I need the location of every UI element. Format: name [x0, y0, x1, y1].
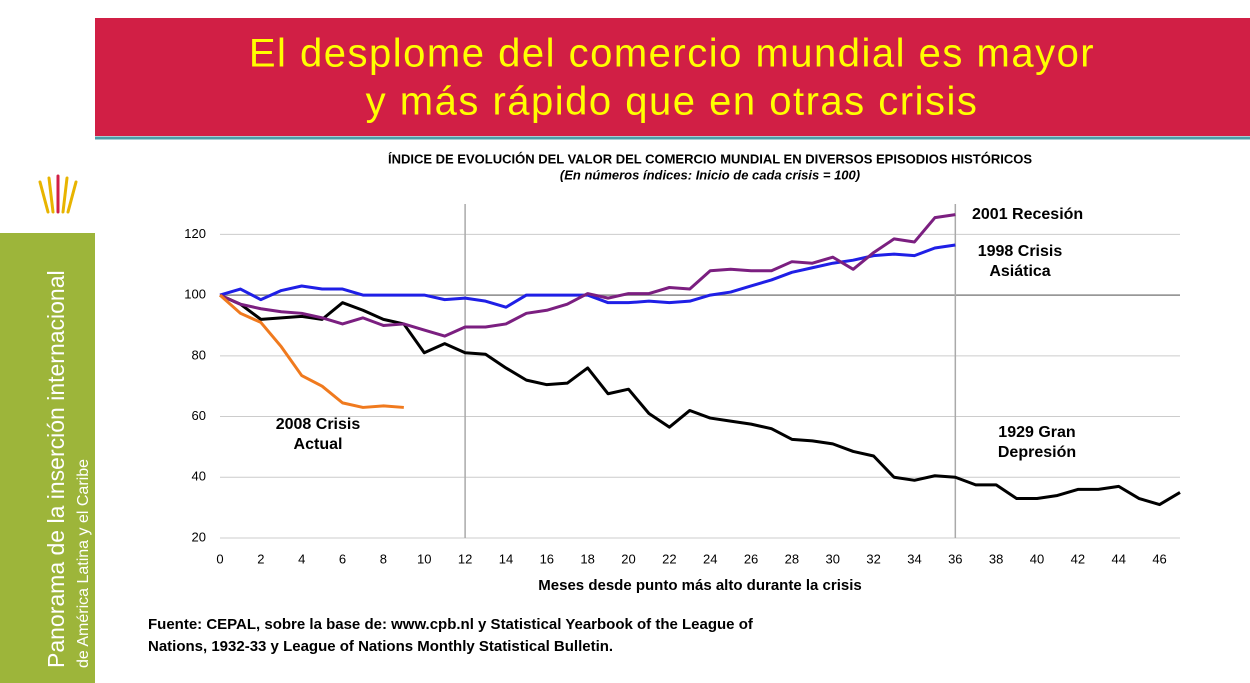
series-label: 1998 Crisis [978, 243, 1063, 260]
x-tick-label: 4 [298, 551, 305, 566]
y-tick-label: 40 [192, 469, 206, 484]
y-tick-label: 60 [192, 408, 206, 423]
title-banner [95, 18, 1250, 136]
x-tick-label: 6 [339, 551, 346, 566]
x-tick-label: 14 [499, 551, 513, 566]
y-tick-label: 80 [192, 347, 206, 362]
series-label: Asiática [989, 263, 1050, 280]
series-line [219, 213, 956, 338]
x-tick-label: 20 [621, 551, 635, 566]
x-tick-label: 32 [866, 551, 880, 566]
x-tick-label: 46 [1152, 551, 1166, 566]
sidebar [0, 233, 95, 683]
x-tick-label: 38 [989, 551, 1003, 566]
sidebar-title: Panorama de la inserción internacional [43, 270, 69, 668]
y-tick-label: 100 [184, 287, 206, 302]
series-label: 2008 Crisis [276, 416, 361, 433]
source-note: Nations, 1932-33 y League of Nations Mon… [148, 638, 613, 655]
series-label: 2001 Recesión [972, 206, 1083, 223]
sidebar-subtitle: de América Latina y el Caribe [75, 459, 92, 668]
x-axis-label: Meses desde punto más alto durante la cr… [538, 577, 861, 594]
series-line [219, 293, 1181, 507]
series-label: Depresión [998, 444, 1076, 461]
source-note: Fuente: CEPAL, sobre la base de: www.cpb… [148, 616, 754, 633]
series-label: Actual [294, 436, 343, 453]
y-tick-label: 20 [192, 529, 206, 544]
x-tick-label: 0 [216, 551, 223, 566]
series-line [219, 293, 404, 409]
x-tick-label: 16 [540, 551, 554, 566]
chart-subtitle: (En números índices: Inicio de cada cris… [560, 167, 860, 182]
logo [38, 174, 78, 214]
x-tick-label: 28 [785, 551, 799, 566]
x-tick-label: 40 [1030, 551, 1044, 566]
x-tick-label: 12 [458, 551, 472, 566]
x-tick-label: 8 [380, 551, 387, 566]
x-tick-label: 30 [826, 551, 840, 566]
x-tick-label: 36 [948, 551, 962, 566]
x-tick-label: 24 [703, 551, 717, 566]
series-line [219, 243, 956, 309]
x-tick-label: 44 [1111, 551, 1125, 566]
x-tick-label: 42 [1071, 551, 1085, 566]
x-tick-label: 18 [580, 551, 594, 566]
x-tick-label: 2 [257, 551, 264, 566]
x-tick-label: 22 [662, 551, 676, 566]
series-label: 1929 Gran [998, 424, 1075, 441]
x-tick-label: 26 [744, 551, 758, 566]
slide-title: y más rápido que en otras crisis [366, 80, 979, 124]
chart-title: ÍNDICE DE EVOLUCIÓN DEL VALOR DEL COMERC… [388, 151, 1032, 166]
slide-title: El desplome del comercio mundial es mayo… [249, 32, 1095, 76]
x-tick-label: 34 [907, 551, 921, 566]
y-tick-label: 120 [184, 226, 206, 241]
x-tick-label: 10 [417, 551, 431, 566]
